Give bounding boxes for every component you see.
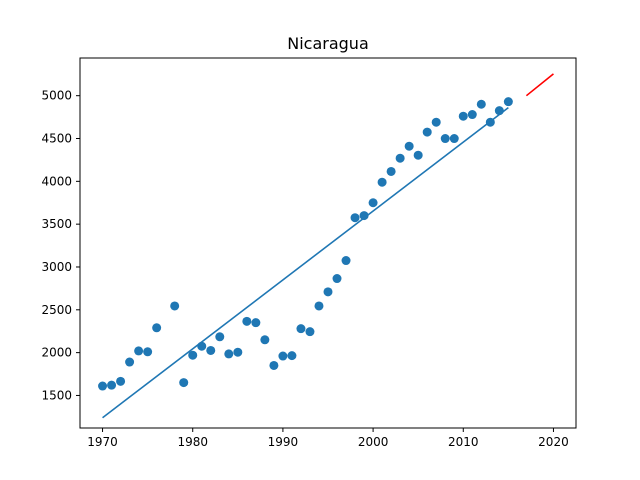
data-point xyxy=(314,301,324,311)
data-point xyxy=(206,345,216,355)
y-tick-label: 3500 xyxy=(41,217,72,231)
data-point xyxy=(476,99,486,109)
data-point xyxy=(233,347,243,357)
chart-title: Nicaragua xyxy=(287,34,369,53)
data-point xyxy=(503,97,513,107)
data-point xyxy=(170,301,180,311)
data-point xyxy=(368,198,378,208)
y-tick-label: 2500 xyxy=(41,303,72,317)
axes-frame xyxy=(79,57,577,429)
data-point xyxy=(431,117,441,127)
data-point xyxy=(251,318,261,328)
x-tick-label: 2000 xyxy=(358,435,389,449)
data-point xyxy=(269,360,279,370)
data-point xyxy=(260,335,270,345)
trend-line xyxy=(102,107,509,419)
x-tick-label: 2010 xyxy=(448,435,479,449)
data-point xyxy=(341,256,351,266)
data-point xyxy=(224,349,234,359)
data-point xyxy=(152,323,162,333)
data-point xyxy=(395,153,405,163)
data-point xyxy=(287,351,297,361)
y-tick-label: 4000 xyxy=(41,174,72,188)
data-point xyxy=(440,134,450,144)
x-tick-label: 1990 xyxy=(268,435,299,449)
data-point xyxy=(179,378,189,388)
data-point xyxy=(359,211,369,221)
y-tick-label: 2000 xyxy=(41,346,72,360)
data-point xyxy=(188,350,198,360)
data-point xyxy=(242,316,252,326)
data-point xyxy=(323,287,333,297)
forecast-line xyxy=(525,73,554,97)
data-point xyxy=(305,327,315,337)
data-point xyxy=(278,351,288,361)
data-point xyxy=(413,150,423,160)
data-point xyxy=(215,332,225,342)
data-point xyxy=(449,134,459,144)
data-point xyxy=(404,141,414,151)
data-point xyxy=(134,346,144,356)
x-axis: 1970 1980 1990 2000 2010 2020 xyxy=(87,428,569,449)
y-tick-label: 3000 xyxy=(41,260,72,274)
data-point xyxy=(107,380,117,390)
data-point xyxy=(422,127,432,137)
x-tick-label: 1970 xyxy=(87,435,118,449)
x-tick-label: 1980 xyxy=(177,435,208,449)
data-point xyxy=(125,357,135,367)
y-axis: 1500 2000 2500 3000 3500 4000 4500 5000 xyxy=(41,89,80,402)
data-point xyxy=(296,324,306,334)
y-tick-label: 4500 xyxy=(41,132,72,146)
data-point xyxy=(197,341,207,351)
data-point xyxy=(458,111,468,121)
plot-area xyxy=(98,73,554,419)
data-point xyxy=(467,110,477,120)
y-tick-label: 1500 xyxy=(41,388,72,402)
data-point xyxy=(350,213,360,223)
data-point xyxy=(377,177,387,187)
data-point xyxy=(98,381,108,391)
x-tick-label: 2020 xyxy=(538,435,569,449)
data-point xyxy=(116,376,126,386)
data-point xyxy=(143,347,153,357)
data-point xyxy=(332,274,342,284)
data-point xyxy=(386,166,396,176)
y-tick-label: 5000 xyxy=(41,89,72,103)
